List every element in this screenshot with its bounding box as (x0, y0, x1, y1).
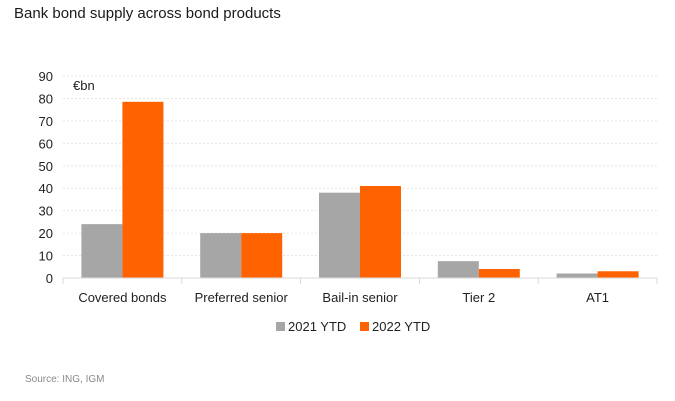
x-category-label: Preferred senior (195, 290, 289, 305)
y-tick-label: 0 (46, 271, 53, 286)
y-tick-label: 10 (39, 249, 53, 264)
bar-2021-ytd-preferred-senior (200, 233, 242, 278)
legend-swatch (360, 322, 369, 331)
x-category-label: Covered bonds (78, 290, 167, 305)
bar-2021-ytd-bail-in-senior (319, 192, 360, 278)
y-unit-label: €bn (73, 78, 95, 93)
y-tick-label: 90 (39, 69, 53, 84)
y-tick-label: 50 (39, 159, 53, 174)
x-category-label: Bail-in senior (322, 290, 398, 305)
y-tick-label: 30 (39, 204, 53, 219)
x-category-label: Tier 2 (462, 290, 495, 305)
category-dividers (62, 278, 658, 284)
bar-2022-ytd-tier-2 (478, 269, 520, 278)
legend: 2021 YTD 2022 YTD (276, 319, 430, 334)
bars (81, 101, 639, 278)
x-category-label: AT1 (586, 290, 609, 305)
y-tick-label: 20 (39, 226, 53, 241)
y-tick-label: 70 (39, 114, 53, 129)
source-note: Source: ING, IGM (25, 374, 105, 385)
bar-2021-ytd-at1 (556, 273, 598, 278)
bar-2022-ytd-at1 (597, 271, 639, 278)
y-tick-label: 40 (39, 181, 53, 196)
bar-2022-ytd-bail-in-senior (360, 185, 401, 278)
bar-2021-ytd-tier-2 (437, 261, 479, 278)
y-tick-label: 60 (39, 136, 53, 151)
legend-label: 2021 YTD (288, 319, 346, 334)
bar-2022-ytd-preferred-senior (241, 233, 283, 278)
x-axis-categories: Covered bonds Preferred senior Bail-in sen… (78, 290, 609, 305)
legend-label: 2022 YTD (372, 319, 430, 334)
y-axis-ticks: 0 10 20 30 40 50 60 70 80 90 (39, 69, 53, 286)
y-tick-label: 80 (39, 91, 53, 106)
legend-swatch (276, 322, 285, 331)
bar-2022-ytd-covered-bonds (122, 101, 164, 278)
bar-2021-ytd-covered-bonds (81, 224, 123, 278)
chart-title: Bank bond supply across bond products (14, 5, 281, 22)
